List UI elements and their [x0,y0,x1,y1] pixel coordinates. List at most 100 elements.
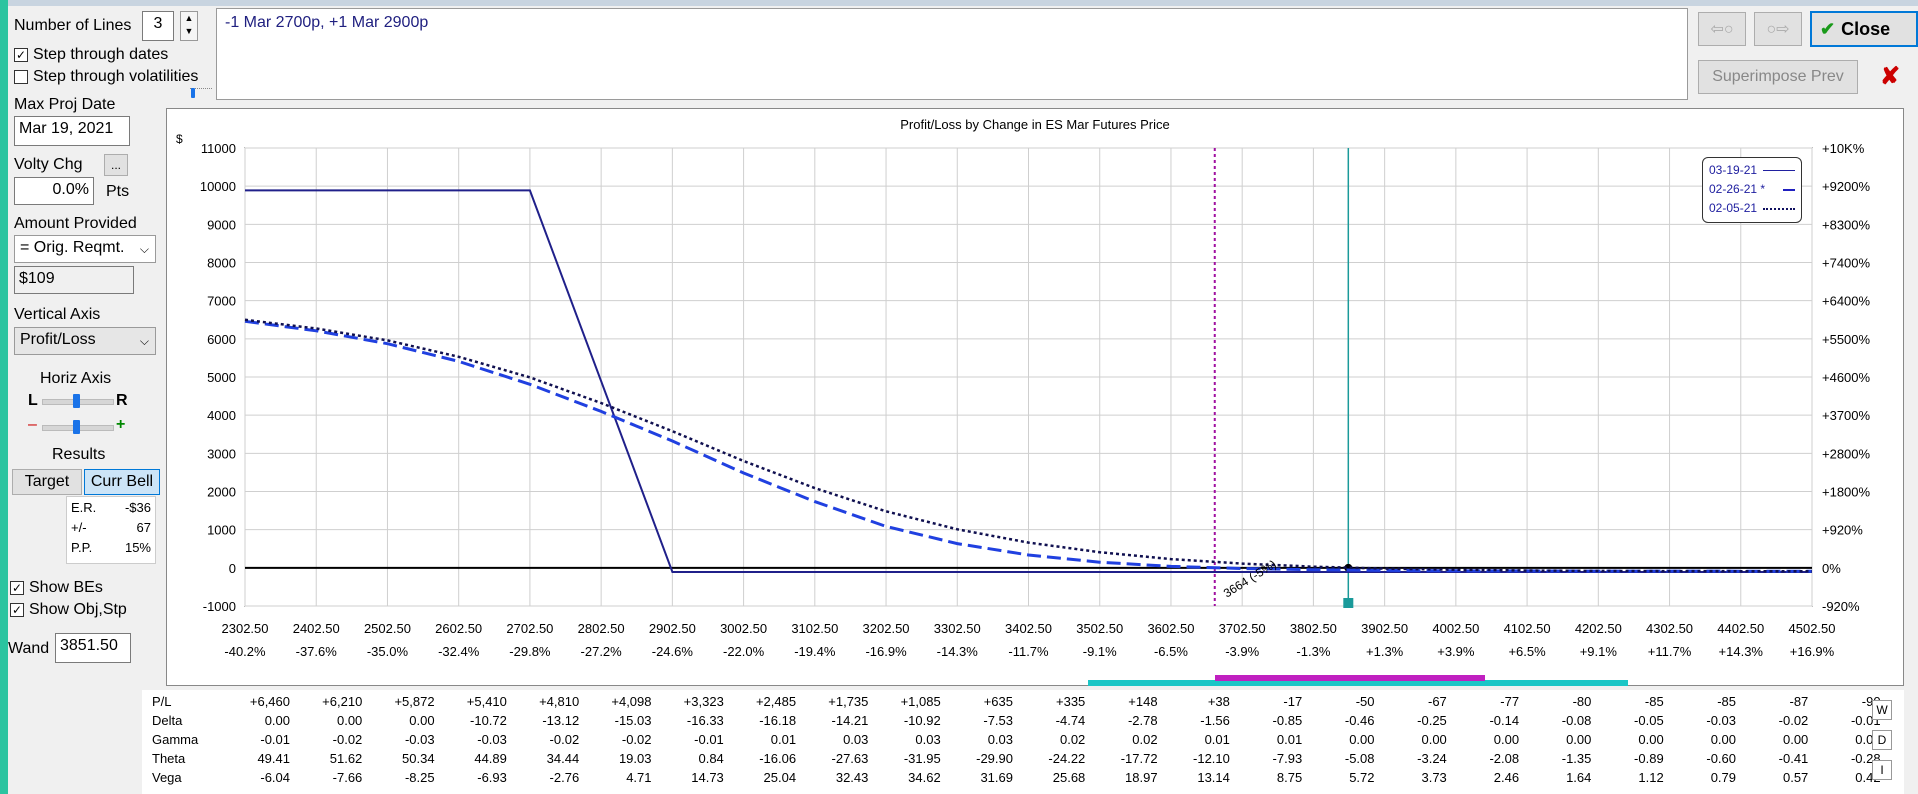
show-obj-label: Show Obj,Stp [29,601,127,618]
table-cell: 14.73 [691,770,724,785]
curr-bell-button[interactable]: Curr Bell [84,469,160,495]
position-textarea[interactable]: -1 Mar 2700p, +1 Mar 2900p [216,8,1688,100]
haxis-lr-thumb[interactable] [73,394,80,408]
table-cell: -10.92 [903,713,941,728]
table-cell: 0.42 [1855,770,1881,785]
haxis-l: L [28,392,38,409]
volty-label: Volty Chg [14,156,83,173]
table-cell: 0.01 [1276,732,1303,747]
back-button[interactable]: ⇦○ [1698,12,1746,46]
x-tick-label: 3402.50 [1005,621,1052,636]
side-button-w[interactable]: W [1872,700,1892,720]
y-tick-label: 5000 [207,370,236,385]
table-cell: -16.18 [759,713,797,728]
table-cell: 0.00 [409,713,435,728]
haxis-minus: – [28,416,37,433]
table-cell: 13.14 [1197,770,1230,785]
table-cell: -7.66 [332,770,363,785]
y-right-label: +7400% [1822,256,1871,271]
x-tick-label: 3102.50 [791,621,838,636]
x-tick-label: 4102.50 [1504,621,1551,636]
step-dates-label: Step through dates [33,46,169,63]
table-cell: 50.34 [402,751,435,766]
table-cell: +38 [1207,694,1230,709]
x-tick-label: 3202.50 [863,621,910,636]
show-obj-checkbox[interactable]: ✓ [10,603,24,617]
table-cell: 25.68 [1052,770,1086,785]
wand-marker [1343,598,1354,608]
superimpose-prev-button[interactable]: Superimpose Prev [1698,60,1858,94]
window-top-border [0,0,1918,6]
table-cell: -0.02 [549,732,580,747]
table-cell: -90 [1809,694,1881,709]
table-cell: 8.75 [1276,770,1303,785]
x-tick-label: 2402.50 [293,621,340,636]
series-line-2 [244,318,1813,573]
side-button-i[interactable]: I [1872,760,1892,780]
table-cell: 0.02 [1132,732,1158,747]
num-lines-spinner[interactable]: ▲ ▼ [180,11,198,41]
x-pct-label: -6.5% [1154,644,1188,659]
table-cell: 0.01 [1204,732,1230,747]
table-cell: 0.00 [1782,732,1809,747]
num-lines-label: Number of Lines [14,17,132,34]
x-tick-label: 4002.50 [1432,621,1479,636]
side-button-d[interactable]: D [1872,730,1892,750]
splitter-thumb[interactable] [191,88,195,98]
step-dates-checkbox[interactable]: ✓ [14,48,28,62]
table-cell: +5,410 [466,694,507,709]
legend-swatch-solid [1763,170,1795,171]
wand-input[interactable]: 3851.50 [55,633,131,663]
table-cell: -0.60 [1706,751,1736,766]
vaxis-label: Vertical Axis [14,306,101,323]
resize-handle[interactable] [190,88,212,97]
amount-select[interactable]: = Orig. Reqmt. ⌵ [14,235,156,263]
x-pct-label: +11.7% [1648,644,1692,659]
x-pct-label: -11.7% [1008,644,1049,659]
x-tick-label: 3602.50 [1147,621,1194,636]
cancel-x-icon[interactable]: ✘ [1880,63,1901,90]
er-label: E.R. [71,500,97,515]
table-cell: -0.85 [1272,713,1303,728]
table-cell: -16.06 [759,751,797,766]
table-cell: 0.03 [915,732,941,747]
table-row: Delta 0.00 0.00 0.00 -10.72 -13.12 -15.03 -16.3… [152,713,1881,731]
table-cell: +148 [1128,694,1158,709]
y-tick-label: 2000 [207,485,236,500]
x-tick-label: 3302.50 [934,621,981,636]
volty-unit: Pts [106,183,130,200]
max-proj-label: Max Proj Date [14,96,116,113]
max-proj-date-input[interactable]: Mar 19, 2021 [14,116,130,146]
table-cell: 1.12 [1638,770,1664,785]
forward-button[interactable]: ○⇨ [1754,12,1802,46]
x-tick-label: 4502.50 [1789,621,1836,636]
x-tick-label: 4302.50 [1646,621,1693,636]
vaxis-select[interactable]: Profit/Loss ⌵ [14,327,156,355]
y-right-label: +1800% [1822,485,1871,500]
haxis-zoom-thumb[interactable] [73,420,80,434]
table-cell: 0.00 [336,713,363,728]
table-cell: -50 [1355,694,1375,709]
y-axis-unit: $ [176,132,183,146]
table-cell: +4,098 [611,694,652,709]
show-bes-checkbox[interactable]: ✓ [10,581,24,595]
legend-item-0: 03-19-21 [1709,163,1758,177]
table-cell: -0.89 [1634,751,1664,766]
num-lines-input[interactable]: 3 [142,11,174,41]
x-pct-label: +9.1% [1580,644,1618,659]
table-cell: -0.03 [477,732,507,747]
x-tick-label: 3002.50 [720,621,767,636]
x-pct-label: -16.9% [865,644,907,659]
y-tick-label: 3000 [207,446,236,461]
pp-label: P.P. [71,540,93,555]
close-button[interactable]: ✔ Close [1810,11,1918,47]
table-cell: +335 [1056,694,1086,709]
table-cell: 5.72 [1349,770,1375,785]
target-button[interactable]: Target [12,469,82,495]
volty-chg-input[interactable]: 0.0% [14,177,94,205]
table-row: P/L +6,460 +6,210 +5,872 +5,410 +4,810 +4,098 +… [152,694,1881,712]
x-pct-label: -35.0% [367,644,409,659]
volty-more-button[interactable]: ... [104,154,128,176]
table-cell: -0.05 [1634,713,1664,728]
step-vols-checkbox[interactable] [14,70,28,84]
